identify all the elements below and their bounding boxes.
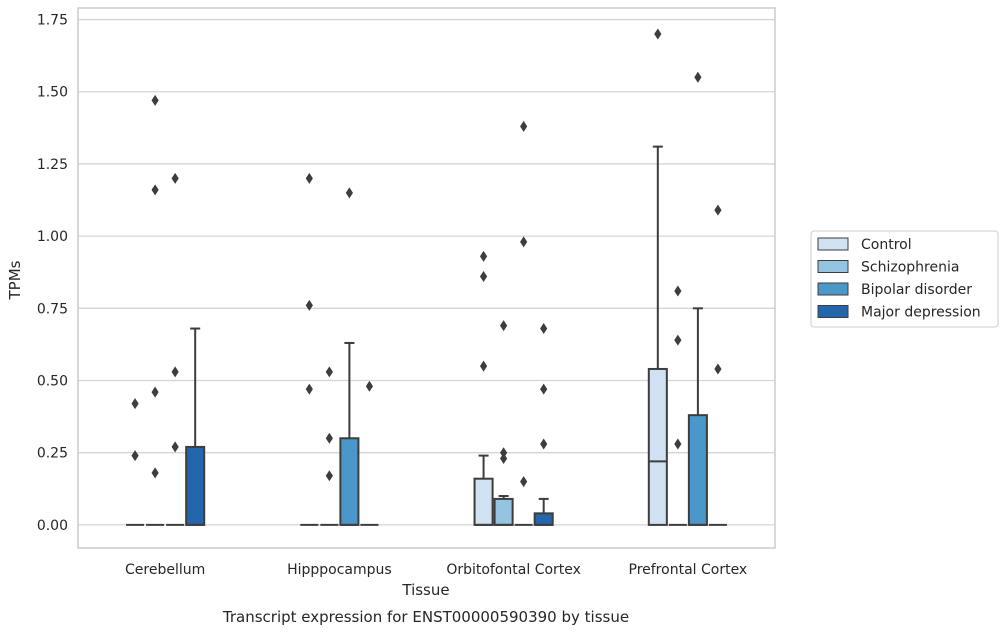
box-iqr <box>533 512 554 526</box>
legend-label: Control <box>861 237 912 253</box>
y-tick-label: 0.75 <box>37 301 68 317</box>
outlier-point <box>674 334 682 346</box>
outlier-points <box>131 28 722 488</box>
box-iqr <box>687 414 708 526</box>
outlier-point <box>500 320 508 332</box>
outlier-point <box>714 363 722 375</box>
outlier-point <box>171 366 179 378</box>
box-iqr <box>473 477 494 526</box>
box-group <box>533 497 554 526</box>
y-tick-label: 1.25 <box>37 157 68 173</box>
legend-frame <box>810 230 999 328</box>
box-iqr <box>185 445 206 526</box>
legend-swatch <box>817 260 849 273</box>
outlier-point <box>151 467 159 479</box>
outlier-point <box>479 271 488 283</box>
outlier-point <box>500 452 508 464</box>
outlier-point <box>171 441 179 453</box>
x-axis-ticks: Cerebellum Hipppocampus Orbitofontal Corte… <box>125 562 747 578</box>
legend: Control Schizophrenia Bipolar disorder Majo… <box>810 230 999 328</box>
box-series <box>126 145 727 526</box>
outlier-point <box>325 366 333 378</box>
legend-swatch <box>817 282 849 296</box>
box-iqr <box>339 437 360 526</box>
y-tick-label: 0.00 <box>37 518 68 534</box>
y-tick-label: 1.50 <box>37 85 68 101</box>
y-tick-label: 0.25 <box>37 446 68 462</box>
outlier-point <box>674 438 682 450</box>
outlier-point <box>151 184 159 196</box>
outlier-point <box>540 383 548 395</box>
y-axis-ticks: 0.00 0.25 0.50 0.75 1.00 1.25 1.50 1.75 <box>37 13 68 534</box>
outlier-point <box>305 172 313 184</box>
outlier-point <box>305 299 313 311</box>
outlier-point <box>131 450 139 462</box>
outlier-point <box>345 187 353 199</box>
outlier-point <box>325 470 333 482</box>
box-group <box>185 327 206 526</box>
outlier-point <box>151 386 159 398</box>
outlier-point <box>520 236 528 248</box>
outlier-point <box>540 323 548 335</box>
legend-swatch <box>817 305 849 318</box>
x-tick-label: Cerebellum <box>125 562 205 578</box>
outlier-point <box>540 438 548 450</box>
outlier-point <box>520 476 528 488</box>
x-axis-title: Tissue <box>401 581 449 599</box>
box-group <box>493 495 514 526</box>
x-tick-label: Prefrontal Cortex <box>629 562 748 578</box>
y-tick-label: 0.50 <box>37 374 68 390</box>
y-tick-label: 1.00 <box>37 229 68 245</box>
y-tick-label: 1.75 <box>37 13 68 29</box>
box-iqr <box>647 367 668 526</box>
outlier-point <box>325 432 333 444</box>
legend-swatch <box>817 237 849 251</box>
box-group <box>473 454 494 526</box>
plot-area-frame <box>77 7 776 549</box>
outlier-point <box>131 398 139 410</box>
legend-label: Major depression <box>861 305 981 321</box>
legend-items: Control Schizophrenia Bipolar disorder Majo… <box>817 237 981 321</box>
box-group <box>687 307 708 526</box>
x-tick-label: Orbitofontal Cortex <box>446 562 581 578</box>
box-group <box>647 145 668 526</box>
outlier-point <box>714 204 722 216</box>
outlier-point <box>654 28 662 40</box>
outlier-point <box>171 172 179 184</box>
outlier-point <box>365 380 374 392</box>
outlier-point <box>500 447 508 459</box>
outlier-point <box>151 94 159 106</box>
box-iqr <box>493 497 514 526</box>
legend-label: Bipolar disorder <box>861 282 972 298</box>
outlier-point <box>520 120 528 132</box>
outlier-point <box>479 360 488 372</box>
outlier-point <box>479 250 488 262</box>
outlier-point <box>674 285 682 297</box>
outlier-point <box>305 383 313 395</box>
y-axis-title: TPMs <box>6 260 24 300</box>
legend-label: Schizophrenia <box>861 260 959 276</box>
gridlines <box>78 18 775 526</box>
box-group <box>339 341 360 526</box>
outlier-point <box>694 71 702 83</box>
chart-caption: Transcript expression for ENST0000059039… <box>222 608 629 626</box>
x-tick-label: Hipppocampus <box>287 562 392 578</box>
